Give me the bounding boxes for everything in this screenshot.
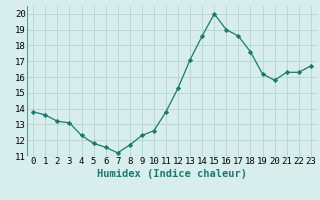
X-axis label: Humidex (Indice chaleur): Humidex (Indice chaleur) [97,169,247,179]
